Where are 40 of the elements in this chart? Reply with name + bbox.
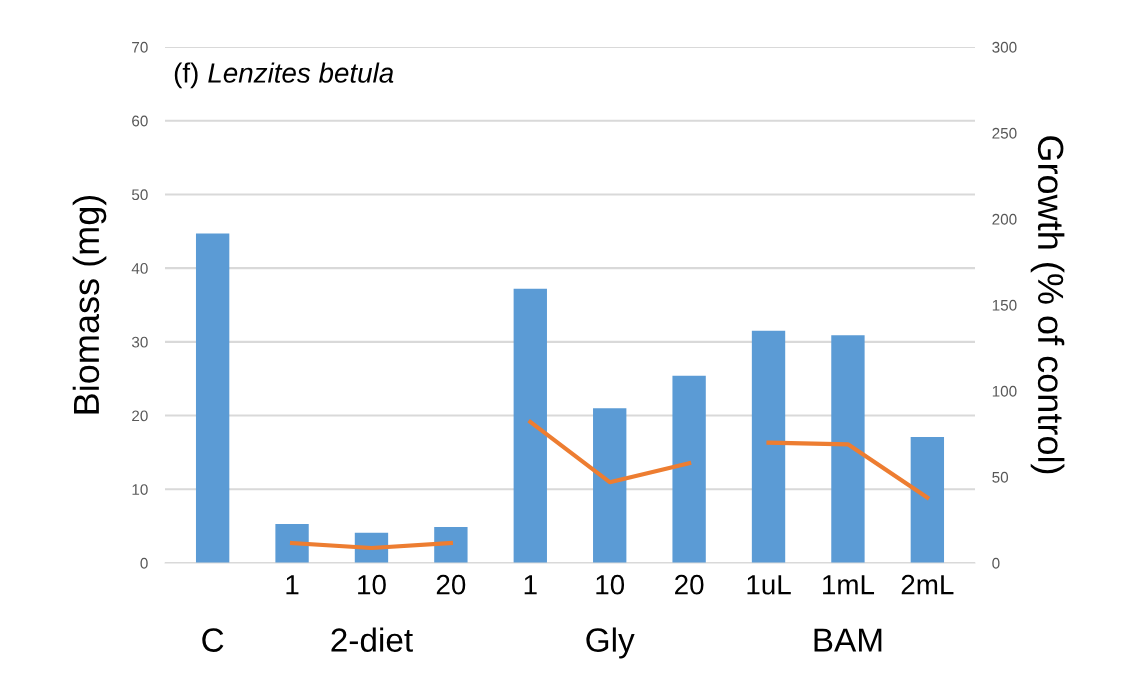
y2-tick-label: 150	[992, 299, 1017, 311]
y2-axis-title: Growth (% of control)	[1030, 136, 1065, 474]
y-tick-label: 20	[132, 410, 148, 422]
bar	[434, 526, 468, 563]
y-tick-label: 10	[132, 484, 148, 495]
x-tick-label: 20	[436, 574, 466, 595]
y2-tick-label: 0	[992, 557, 1000, 569]
y2-tick-label: 250	[992, 127, 1017, 139]
x-tick-label: 1uL	[747, 575, 791, 595]
bar	[672, 375, 706, 563]
y-axis-title: Biomass (mg)	[72, 195, 107, 414]
x-tick-label: 2mL	[901, 574, 954, 595]
y2-tick-label: 300	[992, 41, 1017, 53]
bar	[275, 523, 309, 563]
bar	[513, 288, 547, 563]
bar	[910, 436, 945, 563]
y-tick-label: 0	[140, 557, 148, 569]
y-tick-label: 50	[131, 189, 148, 201]
y2-tick-label: 200	[992, 213, 1017, 225]
y-tick-label: 60	[132, 115, 148, 127]
text: (f) Lenzites betula	[174, 62, 394, 89]
y-tick-label: 70	[132, 41, 148, 53]
text: BAM	[814, 628, 882, 652]
y-tick-label: 40	[131, 263, 148, 274]
x-tick-label: 10	[358, 574, 386, 595]
y2-tick-label: 100	[992, 385, 1017, 397]
y-tick-label: 30	[131, 336, 148, 348]
x-tick-label: 1mL	[823, 575, 875, 595]
bar	[195, 233, 230, 563]
bar	[751, 330, 786, 563]
text: Gly	[586, 627, 635, 659]
x-tick-label: 10	[596, 574, 625, 595]
x-tick-label: 1	[286, 575, 299, 595]
bar	[831, 335, 865, 563]
bar	[593, 408, 627, 563]
text: C	[202, 628, 224, 652]
x-tick-label: 1	[524, 575, 537, 595]
x-tick-label: 20	[675, 574, 704, 595]
text: 2-diet	[331, 627, 413, 652]
y2-tick-label: 50	[992, 471, 1009, 483]
